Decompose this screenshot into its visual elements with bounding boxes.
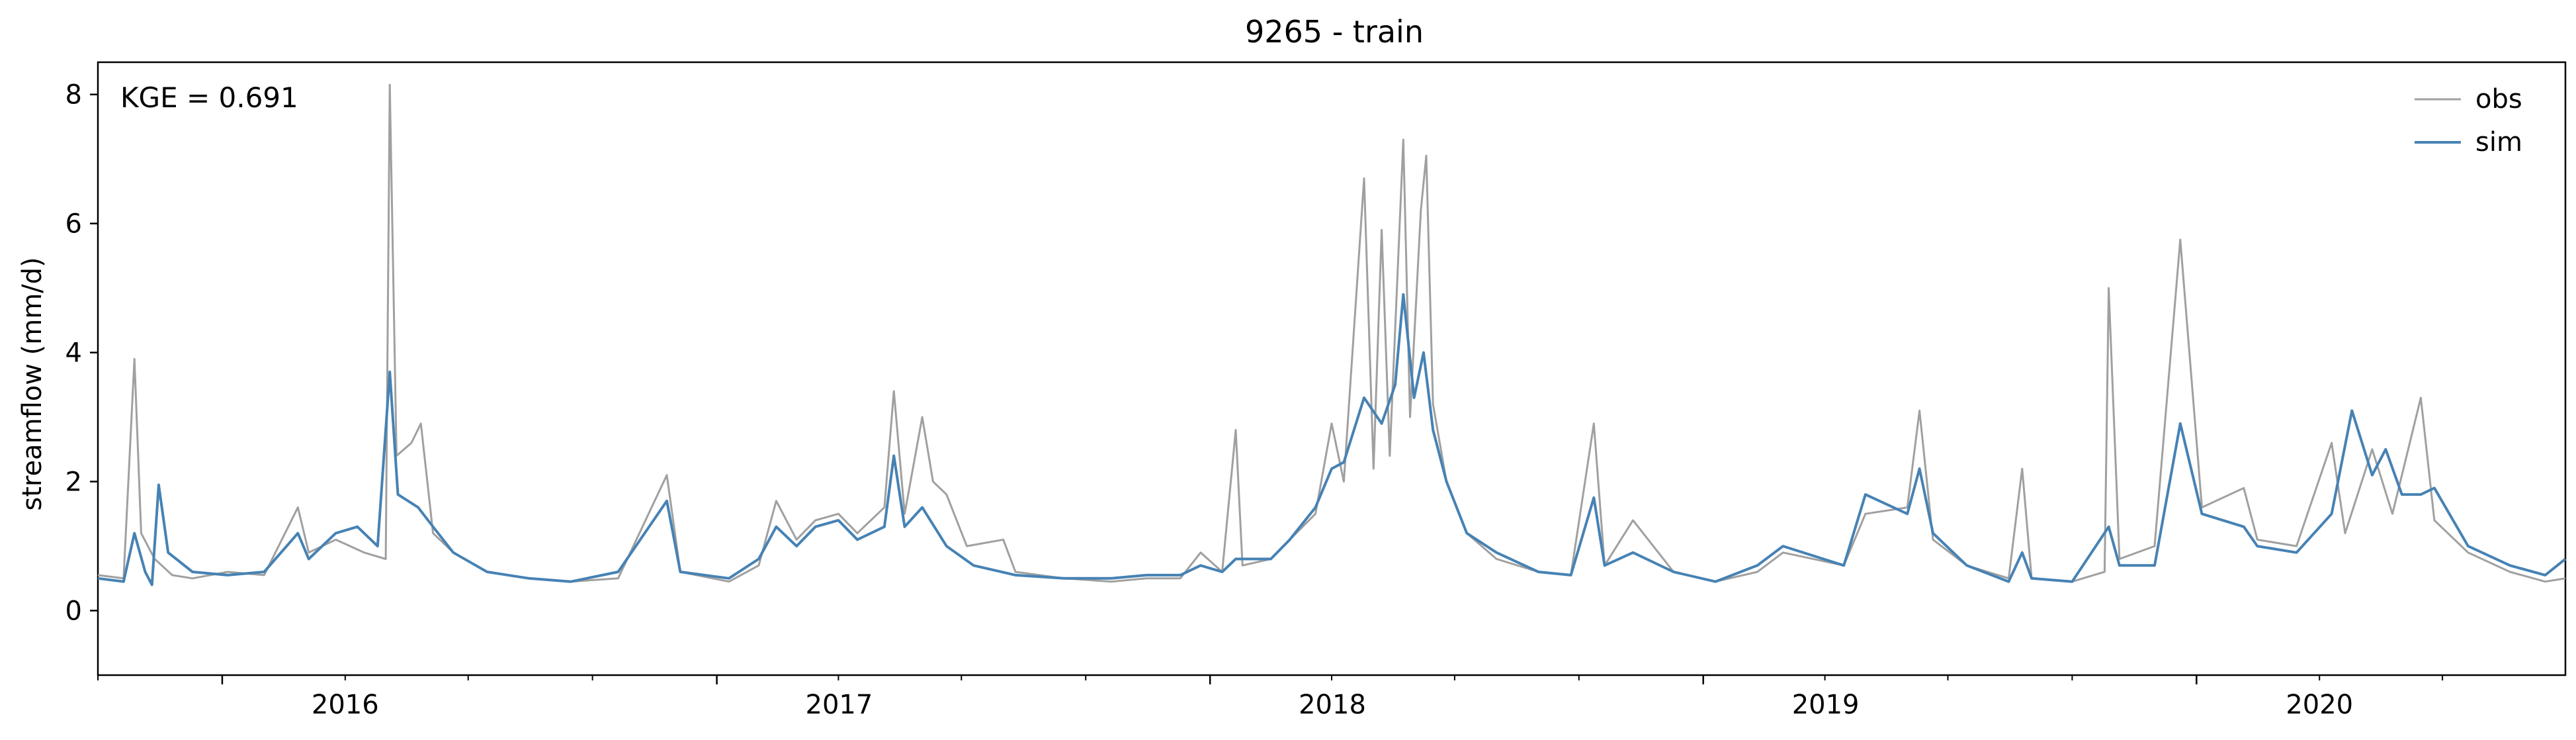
x-tick-label: 2018: [1299, 690, 1366, 720]
x-tick-label: 2020: [2286, 690, 2353, 720]
kge-annotation: KGE = 0.691: [120, 81, 298, 114]
legend-label-obs: obs: [2475, 84, 2522, 115]
y-axis-ticks: 0 2 4 6 8: [65, 80, 98, 627]
legend: obs sim: [2415, 84, 2522, 158]
x-axis-ticks: 2016 2017 2018 2019 2020: [97, 675, 2444, 720]
series-line-sim: [97, 293, 2567, 586]
x-tick-label: 2019: [1792, 690, 1860, 720]
plot-frame: [97, 61, 2567, 676]
y-tick-label: 6: [65, 209, 82, 240]
legend-label-sim: sim: [2475, 127, 2522, 158]
y-tick-label: 8: [65, 80, 82, 111]
chart-title: 9265 - train: [1245, 14, 1424, 50]
series-group: [97, 83, 2567, 586]
plot-area: KGE = 0.691: [97, 61, 2567, 676]
series-line-obs: [97, 83, 2566, 583]
y-tick-label: 0: [65, 596, 82, 627]
y-axis-label: streamflow (mm/d): [17, 257, 48, 510]
x-tick-label: 2017: [806, 690, 873, 720]
y-tick-label: 4: [65, 338, 82, 369]
y-tick-label: 2: [65, 467, 82, 498]
x-tick-label: 2016: [312, 690, 379, 720]
